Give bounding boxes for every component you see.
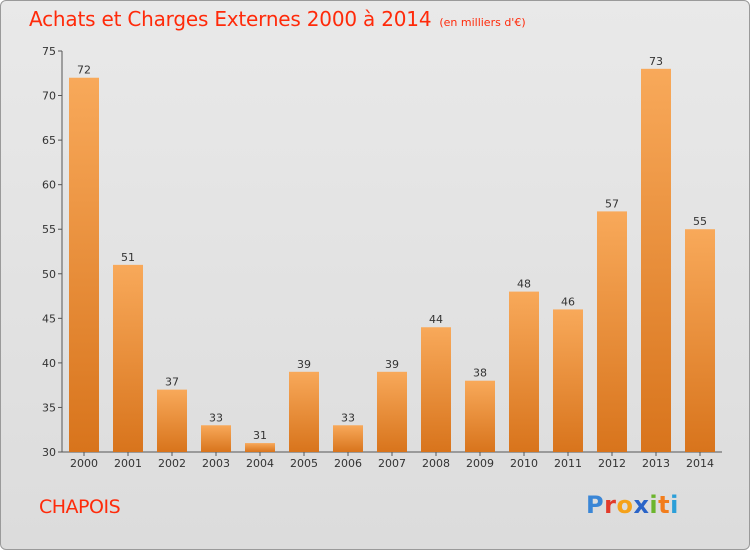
x-tick-label-2014: 2014 <box>686 457 714 470</box>
proxiti-logo: Proxiti <box>586 491 679 519</box>
x-tick-label-2013: 2013 <box>642 457 670 470</box>
data-label-2000: 72 <box>77 64 91 77</box>
data-label-2004: 31 <box>253 429 267 442</box>
bar-2013 <box>641 68 671 453</box>
chart-title-unit: (en milliers d'€) <box>439 16 526 29</box>
y-tick-label: 55 <box>42 223 56 236</box>
data-label-2007: 39 <box>385 358 399 371</box>
logo-letter: x <box>633 491 650 519</box>
bar-2007 <box>377 371 407 452</box>
bar-2004 <box>245 443 275 452</box>
bar-2002 <box>157 389 187 452</box>
data-label-2001: 51 <box>121 251 135 264</box>
y-tick-label: 65 <box>42 134 56 147</box>
x-tick-label-2005: 2005 <box>290 457 318 470</box>
logo-letter: i <box>670 491 679 519</box>
y-tick-label: 75 <box>42 45 56 58</box>
logo-letter: o <box>616 491 634 519</box>
bar-2001 <box>113 264 143 452</box>
chart-title-main: Achats et Charges Externes 2000 à 2014 <box>29 7 432 31</box>
x-tick-label-2012: 2012 <box>598 457 626 470</box>
bar-2009 <box>465 380 495 452</box>
x-tick-label-2001: 2001 <box>114 457 142 470</box>
y-tick-label: 40 <box>42 357 56 370</box>
bar-2011 <box>553 309 583 452</box>
x-tick-label-2007: 2007 <box>378 457 406 470</box>
y-tick-label: 60 <box>42 179 56 192</box>
y-tick-label: 50 <box>42 268 56 281</box>
x-tick-label-2010: 2010 <box>510 457 538 470</box>
x-tick-label-2004: 2004 <box>246 457 274 470</box>
bar-2003 <box>201 425 231 452</box>
y-tick-label: 35 <box>42 401 56 414</box>
bar-2000 <box>69 77 99 452</box>
data-label-2005: 39 <box>297 358 311 371</box>
x-tick-label-2002: 2002 <box>158 457 186 470</box>
data-label-2012: 57 <box>605 197 619 210</box>
y-tick-label: 70 <box>42 90 56 103</box>
data-label-2010: 48 <box>517 278 531 291</box>
x-tick-label-2000: 2000 <box>70 457 98 470</box>
data-label-2006: 33 <box>341 411 355 424</box>
y-tick-label: 45 <box>42 312 56 325</box>
bar-2012 <box>597 211 627 452</box>
data-label-2014: 55 <box>693 215 707 228</box>
logo-letter: P <box>586 491 605 519</box>
data-label-2013: 73 <box>649 55 663 68</box>
data-label-2009: 38 <box>473 367 487 380</box>
data-label-2008: 44 <box>429 313 443 326</box>
x-tick-label-2006: 2006 <box>334 457 362 470</box>
logo-letter: t <box>658 491 671 519</box>
logo-letter: r <box>604 491 617 519</box>
data-label-2011: 46 <box>561 295 575 308</box>
bar-2010 <box>509 291 539 452</box>
chart-title: Achats et Charges Externes 2000 à 2014 (e… <box>29 7 526 31</box>
x-tick-label-2003: 2003 <box>202 457 230 470</box>
bar-2005 <box>289 371 319 452</box>
data-label-2003: 33 <box>209 411 223 424</box>
x-tick-label-2009: 2009 <box>466 457 494 470</box>
commune-name: CHAPOIS <box>39 496 121 518</box>
x-tick-label-2011: 2011 <box>554 457 582 470</box>
data-label-2002: 37 <box>165 376 179 389</box>
bar-2014 <box>685 229 715 452</box>
logo-letter: i <box>649 491 659 519</box>
bar-2006 <box>333 425 363 452</box>
x-tick-label-2008: 2008 <box>422 457 450 470</box>
bar-2008 <box>421 327 451 452</box>
y-tick-label: 30 <box>42 446 56 459</box>
